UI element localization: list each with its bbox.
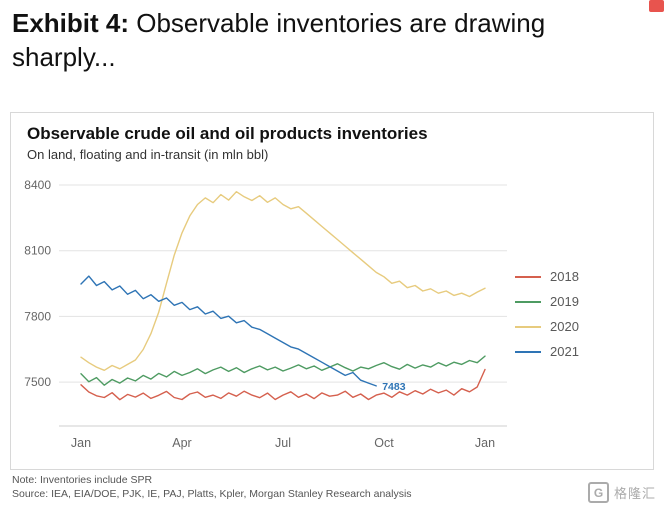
legend-item-2018: 2018	[515, 269, 635, 284]
legend-label-2018: 2018	[550, 269, 579, 284]
exhibit-label: Exhibit 4:	[12, 8, 130, 38]
note-text: Note: Inventories include SPR	[12, 474, 153, 486]
x-tick-label: Jul	[275, 436, 291, 450]
y-tick-label: 7800	[24, 309, 51, 323]
x-tick-label: Apr	[172, 436, 191, 450]
legend-label-2020: 2020	[550, 319, 579, 334]
legend-swatch-2021	[515, 350, 541, 353]
legend-swatch-2019	[515, 300, 541, 303]
legend-label-2019: 2019	[550, 294, 579, 309]
chart-card: Observable crude oil and oil products in…	[10, 112, 654, 470]
chart-legend: 2018 2019 2020 2021	[515, 164, 635, 369]
corner-watermark	[649, 0, 664, 12]
series-line-2020	[80, 191, 486, 372]
series-line-2019	[80, 355, 486, 386]
legend-swatch-2020	[515, 325, 541, 328]
exhibit-title-text: Observable inventories are drawing sharp…	[12, 8, 546, 73]
chart-plot: 7500 7800 8100 8400 Jan Apr Jul Oct Jan 7483	[24, 178, 507, 450]
gelonghui-logo: G 格隆汇	[587, 482, 656, 503]
chart-body: 7500 7800 8100 8400 Jan Apr Jul Oct Jan 7483 2018…	[11, 164, 653, 459]
x-tick-label: Oct	[374, 436, 394, 450]
series-line-2018	[80, 368, 486, 401]
legend-label-2021: 2021	[550, 344, 579, 359]
chart-subtitle: On land, floating and in-transit (in mln…	[27, 147, 269, 162]
x-tick-label: Jan	[71, 436, 91, 450]
gelonghui-g-icon: G	[587, 482, 609, 503]
chart-title: Observable crude oil and oil products in…	[27, 124, 428, 143]
legend-swatch-2018	[515, 275, 541, 278]
legend-item-2021: 2021	[515, 344, 635, 359]
legend-item-2019: 2019	[515, 294, 635, 309]
source-text: Source: IEA, EIA/DOE, PJK, IE, PAJ, Plat…	[12, 488, 412, 500]
series-line-2021	[80, 275, 377, 387]
gelonghui-logo-text: 格隆汇	[613, 486, 656, 501]
legend-item-2020: 2020	[515, 319, 635, 334]
y-tick-label: 8100	[24, 244, 51, 258]
y-tick-label: 7500	[24, 375, 51, 389]
exhibit-title: Exhibit 4: Observable inventories are dr…	[12, 6, 642, 75]
x-tick-label: Jan	[475, 436, 495, 450]
annotation-7483: 7483	[382, 381, 406, 393]
y-tick-label: 8400	[24, 178, 51, 192]
